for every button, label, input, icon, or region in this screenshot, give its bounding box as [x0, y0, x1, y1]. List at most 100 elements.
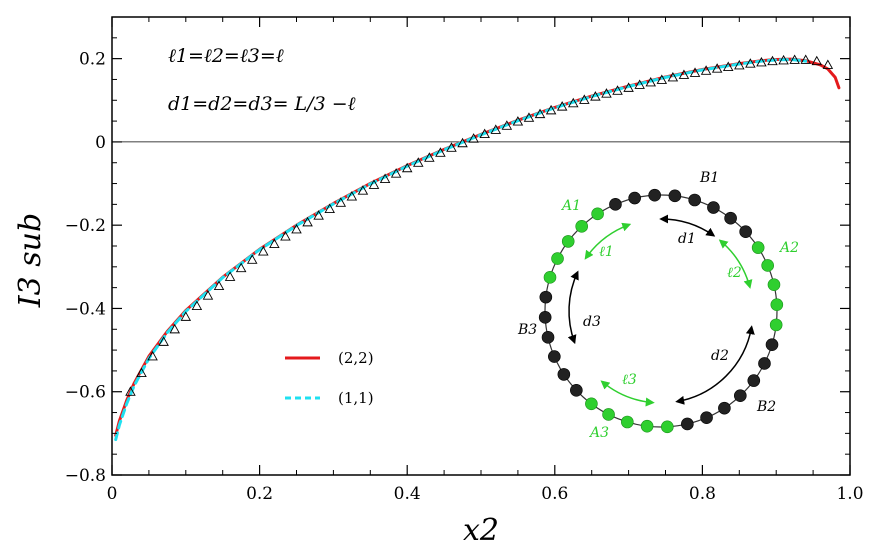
data-point-triangle [800, 54, 811, 64]
site-black [733, 389, 747, 402]
arc-l2 [718, 239, 753, 289]
data-point-triangle [235, 262, 247, 273]
y-axis-label: I3 sub [13, 213, 48, 308]
site-green [770, 298, 784, 311]
x-tick-label: 0.2 [246, 484, 273, 504]
data-point-triangle [213, 280, 225, 291]
x-tick-label: 0.4 [394, 484, 421, 504]
data-point-triangle [590, 91, 601, 101]
data-point-triangle [767, 55, 778, 66]
data-point-triangle [258, 245, 269, 256]
data-point-triangle [125, 386, 136, 396]
axes: 0 0.2 0.4 0.6 0.8 1.0 −0.8 −0.6 −0.4 −0.2 0 0.2 [65, 16, 864, 504]
x-axis-title: x2 [463, 513, 499, 548]
data-point-triangle [734, 59, 745, 70]
site-black [718, 401, 731, 415]
label-d3: d3 [583, 314, 601, 330]
site-green [575, 220, 589, 233]
y-tick-label: −0.4 [65, 299, 106, 319]
data-point-triangle [512, 116, 524, 126]
legend-label-series-2: (1,1) [338, 389, 374, 407]
data-point-triangle [678, 69, 690, 79]
site-black [707, 201, 720, 214]
data-point-triangle [324, 203, 335, 213]
data-point-triangle [822, 59, 834, 69]
arc-l3 [600, 380, 655, 407]
site-black [700, 411, 713, 424]
data-point-triangle [180, 311, 192, 321]
plot-frame [111, 16, 851, 476]
data-point-triangle [556, 101, 568, 111]
label-a1: A1 [560, 198, 581, 214]
site-green [621, 415, 634, 429]
site-black [747, 374, 761, 387]
legend-label-series-1: (2,2) [338, 349, 374, 367]
data-point-triangle [778, 54, 789, 65]
data-point-triangle [413, 157, 424, 167]
site-green [640, 419, 654, 433]
data-point-triangle [479, 128, 490, 139]
label-l1: ℓ1 [599, 244, 614, 260]
data-point-triangle [523, 112, 535, 122]
data-point-triangle [722, 61, 734, 72]
data-point-triangle [313, 210, 324, 220]
site-green [585, 397, 598, 411]
data-point-triangle [136, 367, 147, 378]
site-green [602, 408, 615, 421]
data-point-triangle [435, 147, 446, 157]
data-point-triangle [346, 191, 358, 201]
arc-l1 [584, 222, 632, 260]
label-b2: B2 [756, 399, 776, 415]
series-line-22 [114, 57, 841, 437]
legend: (2,2) (1,1) [285, 349, 374, 407]
label-a2: A2 [778, 240, 799, 256]
data-point-triangle [645, 76, 657, 87]
site-green [761, 259, 774, 272]
site-black [739, 225, 752, 239]
label-l2: ℓ2 [727, 265, 742, 281]
data-point-triangle [634, 79, 645, 89]
x-tick-label: 0.8 [689, 484, 716, 504]
plot-area [112, 54, 850, 442]
data-point-triangle [224, 271, 236, 281]
data-point-triangle [401, 162, 413, 173]
site-green [769, 318, 783, 332]
label-b3: B3 [517, 322, 537, 338]
site-black [724, 211, 737, 225]
label-b1: B1 [699, 170, 719, 186]
data-point-triangle [579, 94, 590, 104]
site-green [661, 420, 674, 434]
site-green [543, 271, 557, 284]
annotation-line-1: ℓ1=ℓ2=ℓ3=ℓ [168, 45, 284, 67]
site-black [628, 191, 641, 205]
data-point-triangle [291, 223, 302, 234]
data-point-triangle [501, 120, 513, 130]
data-point-triangle [811, 55, 823, 66]
data-point-triangle [700, 65, 712, 75]
data-point-triangle [280, 230, 291, 241]
y-tick-label: 0.2 [79, 50, 106, 70]
x-tick-label: 0.6 [541, 484, 568, 504]
data-point-triangle [158, 336, 169, 346]
data-point-triangle [457, 137, 468, 148]
site-black [765, 338, 779, 351]
arc-d2 [675, 325, 755, 405]
data-point-triangle [169, 323, 180, 334]
annotation-box: ℓ1=ℓ2=ℓ3=ℓ d1=d2=d3= L/3 −ℓ [168, 45, 356, 115]
data-point-triangle [379, 173, 391, 184]
site-green [767, 278, 781, 291]
site-black [539, 290, 553, 304]
y-axis-title: I3 sub [13, 213, 48, 308]
label-l3: ℓ3 [622, 372, 637, 388]
data-point-triangle [689, 67, 701, 77]
data-point-triangle [667, 71, 679, 82]
y-tick-label: −0.6 [65, 383, 106, 403]
annotation-line-2: d1=d2=d3= L/3 −ℓ [168, 93, 356, 115]
data-point-triangle [269, 238, 280, 248]
x-axis-label: x2 [463, 513, 499, 548]
site-green [551, 252, 564, 265]
site-black [570, 383, 583, 397]
site-black [557, 368, 571, 381]
y-tick-label: 0 [95, 133, 106, 153]
data-point-triangle [357, 185, 369, 195]
